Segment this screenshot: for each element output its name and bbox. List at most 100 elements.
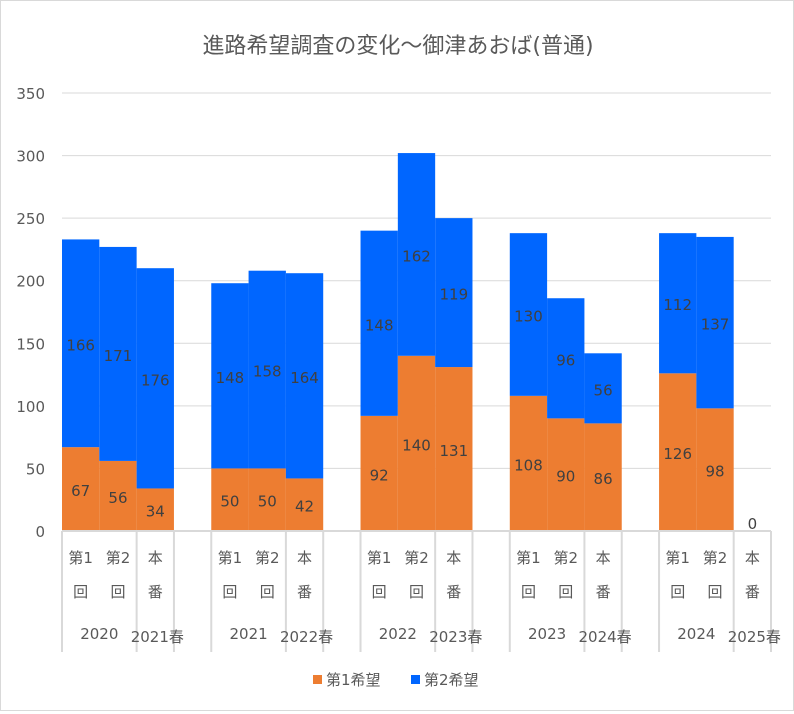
group-label: 2025春 xyxy=(728,628,781,646)
bar-segment xyxy=(509,395,548,531)
group-label: 2020 xyxy=(80,625,118,643)
x-tick-label: 本 xyxy=(148,549,163,567)
group-label: 2024春 xyxy=(578,628,631,646)
data-label: 148 xyxy=(216,369,245,387)
bar-segment xyxy=(136,488,174,531)
data-label: 50 xyxy=(220,493,239,511)
bar-segment xyxy=(435,218,473,368)
x-tick-label: 番 xyxy=(297,583,312,601)
data-label: 112 xyxy=(663,296,692,314)
y-tick-label: 50 xyxy=(26,460,45,478)
data-label: 90 xyxy=(556,468,575,486)
data-label: 56 xyxy=(594,381,613,399)
x-tick-label: 第2 xyxy=(106,549,131,567)
x-tick-label: 回 xyxy=(260,583,275,601)
x-tick-label: 第1 xyxy=(516,549,541,567)
legend-label: 第1希望 xyxy=(326,671,381,689)
data-label: 34 xyxy=(146,503,165,521)
data-label: 131 xyxy=(439,442,468,460)
legend-swatch xyxy=(313,675,322,684)
bar-segment xyxy=(547,298,585,419)
x-tick-label: 回 xyxy=(110,583,125,601)
bar-segment xyxy=(397,355,436,531)
data-label: 56 xyxy=(108,489,127,507)
chart-title: 進路希望調査の変化～御津あおば(普通) xyxy=(202,34,593,59)
y-tick-label: 0 xyxy=(35,523,45,541)
group-label: 2022 xyxy=(379,625,417,643)
bar-segment xyxy=(696,236,734,409)
x-tick-label: 回 xyxy=(558,583,573,601)
group-label: 2023 xyxy=(528,625,566,643)
group-label: 2021春 xyxy=(131,628,184,646)
data-label: 164 xyxy=(290,369,319,387)
x-tick-label: 本 xyxy=(297,549,312,567)
group-label: 2023春 xyxy=(429,628,482,646)
bar-segment xyxy=(659,233,697,374)
x-tick-label: 本 xyxy=(745,549,760,567)
x-tick-label: 第2 xyxy=(703,549,728,567)
bar-segment xyxy=(248,468,286,531)
bar-segment xyxy=(435,367,473,531)
bar-segment xyxy=(211,283,249,469)
data-label: 148 xyxy=(365,316,394,334)
bar-segment xyxy=(248,270,286,469)
data-label: 158 xyxy=(253,363,282,381)
x-tick-label: 番 xyxy=(446,583,461,601)
x-tick-label: 回 xyxy=(372,583,387,601)
x-tick-label: 第2 xyxy=(404,549,429,567)
data-label: 140 xyxy=(402,436,431,454)
y-tick-label: 350 xyxy=(16,85,45,103)
legend-label: 第2希望 xyxy=(424,671,479,689)
bar-segment xyxy=(584,423,622,531)
bar-segment xyxy=(547,418,585,531)
x-tick-label: 番 xyxy=(148,583,163,601)
data-label: 0 xyxy=(748,515,758,533)
data-label: 130 xyxy=(514,308,543,326)
x-tick-label: 第1 xyxy=(367,549,392,567)
bar-segment xyxy=(696,408,734,531)
x-tick-label: 第1 xyxy=(218,549,243,567)
data-label: 126 xyxy=(663,445,692,463)
bar-segment xyxy=(360,415,398,531)
group-label: 2021 xyxy=(229,625,267,643)
data-label: 119 xyxy=(439,286,468,304)
y-tick-label: 200 xyxy=(16,273,45,291)
y-tick-label: 300 xyxy=(16,148,45,166)
bar-segment xyxy=(62,447,100,531)
bar-segment xyxy=(509,233,548,396)
y-tick-label: 250 xyxy=(16,210,45,228)
bar-segment xyxy=(211,468,249,531)
x-tick-label: 回 xyxy=(521,583,536,601)
x-tick-label: 第2 xyxy=(553,549,578,567)
data-label: 50 xyxy=(258,493,277,511)
x-tick-label: 回 xyxy=(670,583,685,601)
bar-segment xyxy=(285,273,324,479)
x-tick-label: 本 xyxy=(446,549,461,567)
bar-segment xyxy=(99,246,137,461)
data-label: 92 xyxy=(370,466,389,484)
x-tick-label: 回 xyxy=(409,583,424,601)
y-tick-label: 150 xyxy=(16,335,45,353)
bar-segment xyxy=(136,268,174,489)
data-label: 137 xyxy=(701,316,730,334)
bar-segment xyxy=(584,353,622,424)
x-tick-label: 第1 xyxy=(68,549,93,567)
data-label: 67 xyxy=(71,482,90,500)
bar-segment xyxy=(360,230,398,416)
x-tick-label: 回 xyxy=(222,583,237,601)
bar-segment xyxy=(397,153,436,356)
group-label: 2024 xyxy=(677,625,715,643)
data-label: 96 xyxy=(556,351,575,369)
x-tick-label: 第1 xyxy=(665,549,690,567)
data-label: 108 xyxy=(514,456,543,474)
x-tick-label: 本 xyxy=(596,549,611,567)
bar-segment xyxy=(659,373,697,531)
y-tick-label: 100 xyxy=(16,398,45,416)
x-tick-label: 第2 xyxy=(255,549,280,567)
bar-segment xyxy=(99,460,137,531)
x-tick-label: 回 xyxy=(708,583,723,601)
data-label: 166 xyxy=(66,336,95,354)
data-label: 86 xyxy=(594,470,613,488)
